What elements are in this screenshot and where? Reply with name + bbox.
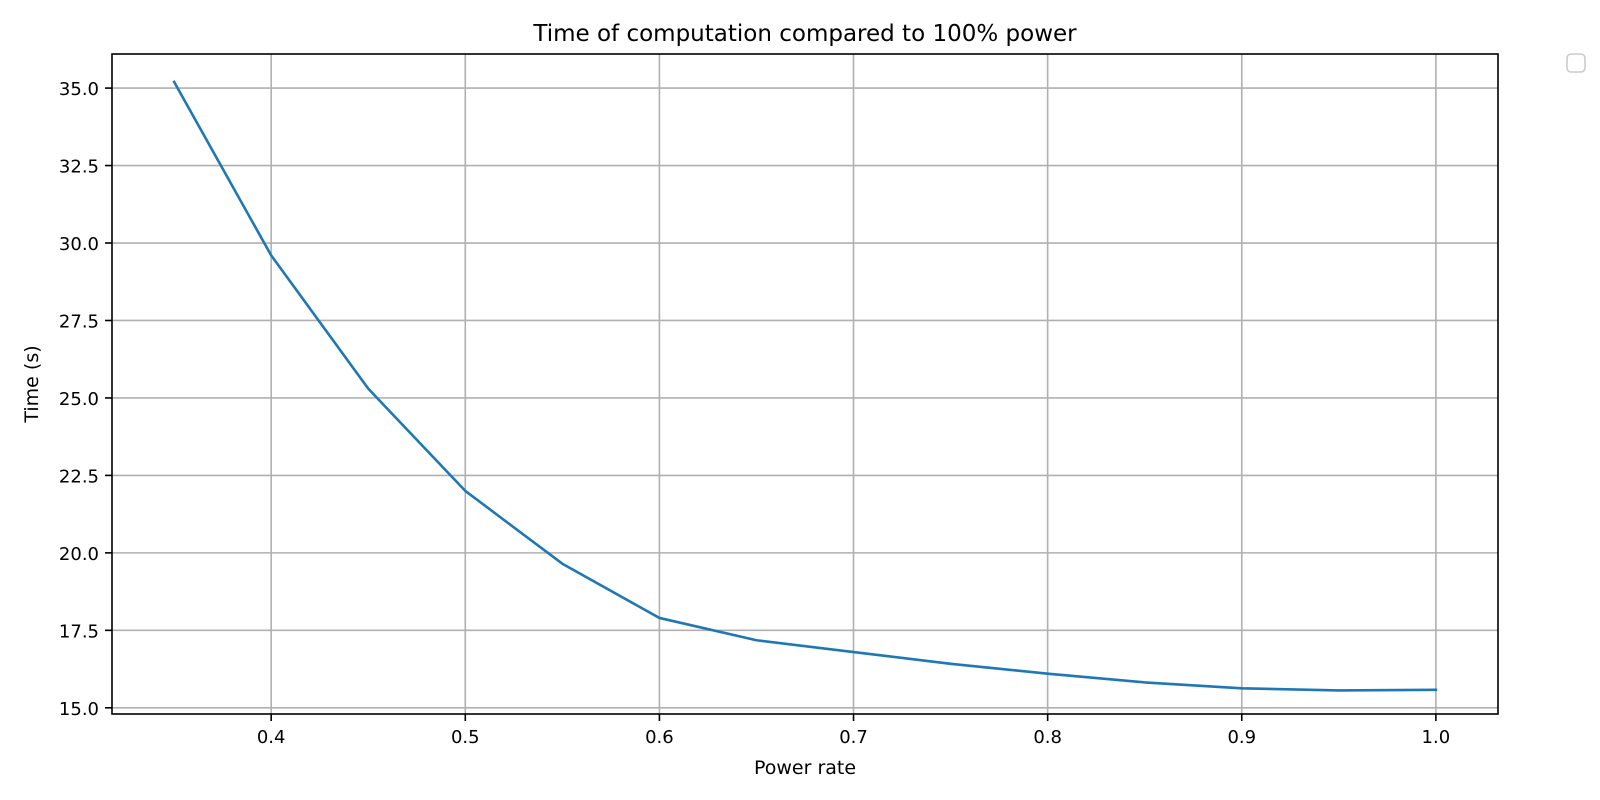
y-tick-label: 22.5 (59, 466, 99, 487)
x-tick-label: 1.0 (1422, 727, 1451, 748)
x-tick-label: 0.5 (451, 727, 480, 748)
grid-lines (112, 54, 1498, 714)
x-tick-label: 0.4 (257, 727, 286, 748)
y-tick-label: 32.5 (59, 157, 99, 178)
series-layer (172, 80, 1438, 692)
x-tick-label: 0.9 (1227, 727, 1256, 748)
x-tick-label: 0.8 (1033, 727, 1062, 748)
x-tick-label: 0.7 (839, 727, 868, 748)
y-tick-label: 30.0 (59, 234, 99, 255)
series-line-0 (172, 80, 1438, 692)
chart-title: Time of computation compared to 100% pow… (532, 21, 1077, 47)
y-tick-label: 15.0 (59, 699, 99, 720)
plot-frame (111, 53, 1499, 715)
legend-box (1566, 53, 1586, 73)
y-tick-label: 25.0 (59, 389, 99, 410)
y-tick-label: 20.0 (59, 544, 99, 565)
x-axis-label: Power rate (754, 757, 856, 779)
y-tick-label: 35.0 (59, 79, 99, 100)
y-tick-label: 27.5 (59, 311, 99, 332)
ticks: 0.4 0.5 0.6 0.7 0.8 0.9 1.0 15.0 17.5 20.0 22.5 25.… (59, 79, 1450, 748)
x-tick-label: 0.6 (645, 727, 674, 748)
y-tick-label: 17.5 (59, 621, 99, 642)
y-axis-label: Time (s) (21, 345, 43, 423)
